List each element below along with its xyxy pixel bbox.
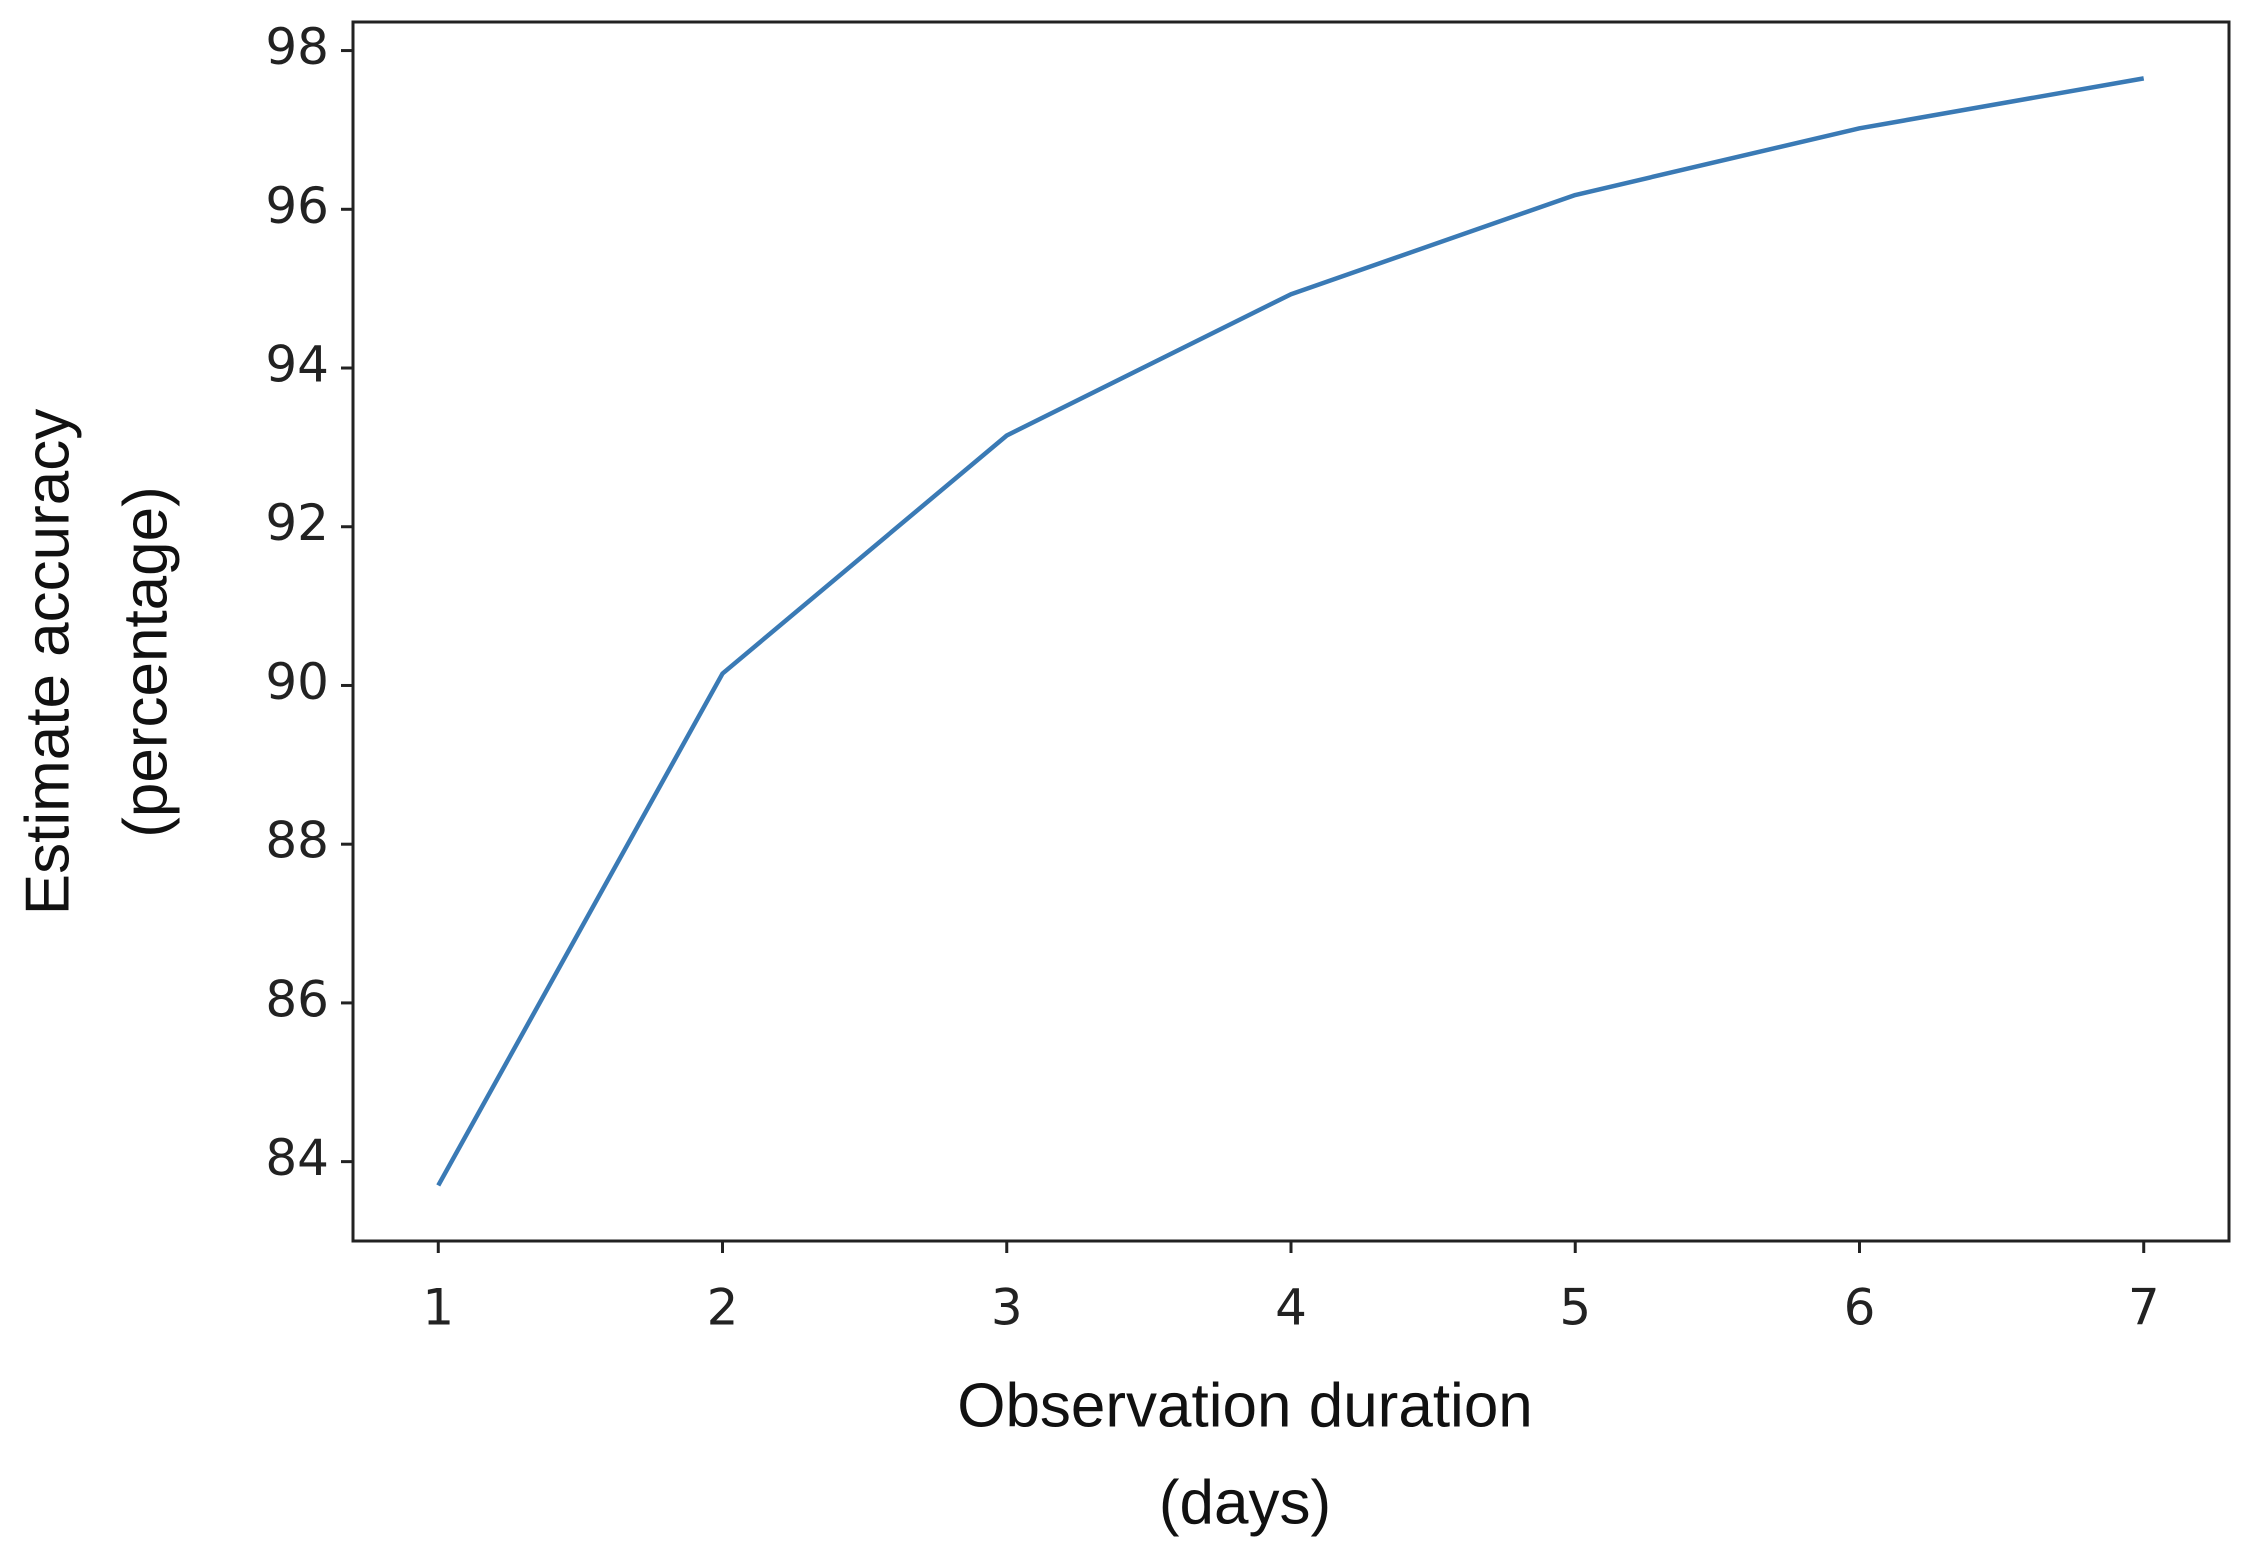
x-tick-label: 7	[2128, 1279, 2160, 1337]
y-tick-label: 88	[265, 812, 329, 870]
x-axis-label: Observation duration	[957, 1371, 1533, 1440]
y-tick-label: 84	[265, 1129, 329, 1187]
y-tick-label: 92	[265, 494, 329, 552]
y-axis-label: Estimate accuracy	[13, 409, 82, 916]
x-tick-label: 1	[422, 1279, 454, 1337]
y-tick-label: 94	[265, 336, 329, 394]
y-tick-label: 96	[265, 177, 329, 235]
x-axis-label: (days)	[1159, 1468, 1331, 1537]
x-tick-label: 5	[1559, 1279, 1591, 1337]
y-axis-label: (percentage)	[111, 486, 180, 838]
data-line	[436, 76, 2145, 1187]
x-tick-label: 3	[991, 1279, 1023, 1337]
y-tick-label: 90	[265, 653, 329, 711]
x-tick-label: 4	[1275, 1279, 1307, 1337]
x-tick-label: 6	[1844, 1279, 1876, 1337]
y-tick-label: 86	[265, 970, 329, 1028]
plot-frame	[351, 20, 2231, 1243]
y-tick-label: 98	[265, 18, 329, 76]
x-tick-label: 2	[707, 1279, 739, 1337]
